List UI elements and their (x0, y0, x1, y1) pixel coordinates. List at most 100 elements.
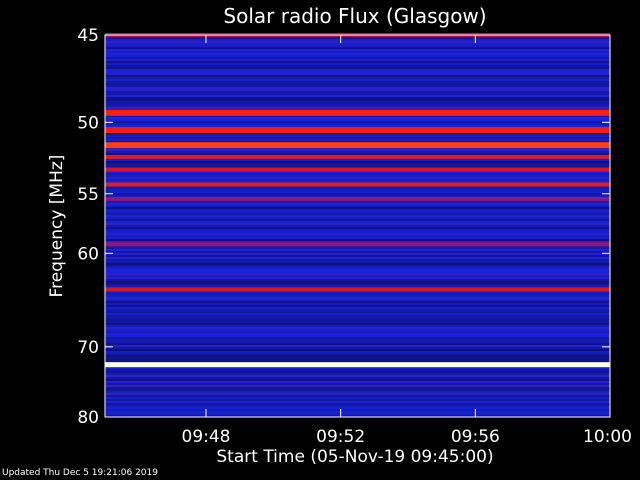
heatmap-row (105, 339, 610, 341)
heatmap-row (105, 393, 610, 395)
chart-title: Solar radio Flux (Glasgow) (223, 4, 486, 28)
heatmap-row (105, 295, 610, 297)
heatmap-row (105, 193, 610, 195)
heatmap-row (105, 395, 610, 397)
heatmap-row (105, 405, 610, 407)
heatmap-row (105, 349, 610, 351)
heatmap-row (105, 205, 610, 207)
heatmap-row (105, 371, 610, 373)
heatmap-row (105, 43, 610, 45)
heatmap-row (105, 251, 610, 253)
y-axis: 45 50 55 60 70 80 (77, 26, 610, 428)
heatmap-row (105, 55, 610, 57)
heatmap-row (105, 115, 610, 117)
heatmap-row (105, 333, 610, 335)
emission-band (105, 142, 610, 149)
heatmap-row (105, 81, 610, 83)
y-tick-label: 70 (77, 338, 99, 358)
heatmap-row (105, 259, 610, 261)
x-tick-label: 10:00 (583, 427, 632, 447)
y-tick-label: 55 (77, 185, 99, 205)
heatmap-row (105, 63, 610, 65)
emission-band (105, 196, 610, 201)
heatmap-row (105, 141, 610, 143)
heatmap-row (105, 253, 610, 255)
heatmap-row (105, 353, 610, 355)
heatmap-row (105, 411, 610, 413)
heatmap-row (105, 203, 610, 205)
heatmap-row (105, 73, 610, 75)
heatmap-row (105, 103, 610, 105)
y-tick-label: 60 (77, 244, 99, 264)
heatmap-row (105, 381, 610, 383)
heatmap-row (105, 357, 610, 359)
heatmap-row (105, 315, 610, 317)
heatmap-row (105, 39, 610, 41)
heatmap-row (105, 51, 610, 53)
heatmap-row (105, 415, 610, 417)
emission-band (105, 109, 610, 116)
emission-band (105, 362, 610, 368)
heatmap-row (105, 107, 610, 109)
heatmap-row (105, 269, 610, 271)
heatmap-row (105, 99, 610, 101)
plot-area (105, 33, 610, 417)
heatmap-row (105, 229, 610, 231)
heatmap-row (105, 239, 610, 241)
heatmap-row (105, 337, 610, 339)
heatmap-row (105, 223, 610, 225)
x-tick-label: 09:56 (451, 427, 500, 447)
heatmap-row (105, 265, 610, 267)
heatmap-row (105, 163, 610, 165)
heatmap-row (105, 187, 610, 189)
heatmap-row (105, 151, 610, 153)
heatmap-row (105, 299, 610, 301)
y-tick-label: 45 (77, 26, 99, 46)
heatmap-row (105, 291, 610, 293)
heatmap-row (105, 149, 610, 151)
heatmap-row (105, 331, 610, 333)
heatmap-row (105, 153, 610, 155)
heatmap-row (105, 237, 610, 239)
heatmap-row (105, 377, 610, 379)
heatmap-row (105, 319, 610, 321)
heatmap-row (105, 241, 610, 243)
heatmap-row (105, 83, 610, 85)
heatmap-row (105, 227, 610, 229)
heatmap-row (105, 373, 610, 375)
heatmap-row (105, 135, 610, 137)
heatmap-row (105, 53, 610, 55)
heatmap-row (105, 207, 610, 209)
heatmap-row (105, 41, 610, 43)
heatmap-row (105, 181, 610, 183)
heatmap-row (105, 257, 610, 259)
x-axis: 09:48 09:52 09:56 10:00 (182, 35, 632, 447)
heatmap-row (105, 161, 610, 163)
heatmap-row (105, 285, 610, 287)
heatmap-row (105, 67, 610, 69)
heatmap-row (105, 271, 610, 273)
heatmap-row (105, 75, 610, 77)
heatmap-row (105, 409, 610, 411)
heatmap-row (105, 89, 610, 91)
heatmap-row (105, 37, 610, 39)
heatmap-row (105, 225, 610, 227)
heatmap-row (105, 281, 610, 283)
heatmap-row (105, 341, 610, 343)
heatmap-row (105, 235, 610, 237)
heatmap-row (105, 309, 610, 311)
heatmap-row (105, 323, 610, 325)
heatmap-row (105, 249, 610, 251)
heatmap-row (105, 45, 610, 47)
heatmap-row (105, 201, 610, 203)
emission-band (105, 287, 610, 292)
heatmap-row (105, 313, 610, 315)
heatmap-row (105, 283, 610, 285)
heatmap-row (105, 139, 610, 141)
heatmap-row (105, 329, 610, 331)
heatmap-row (105, 293, 610, 295)
heatmap-row (105, 97, 610, 99)
heatmap-row (105, 79, 610, 81)
heatmap-row (105, 91, 610, 93)
heatmap-row (105, 275, 610, 277)
